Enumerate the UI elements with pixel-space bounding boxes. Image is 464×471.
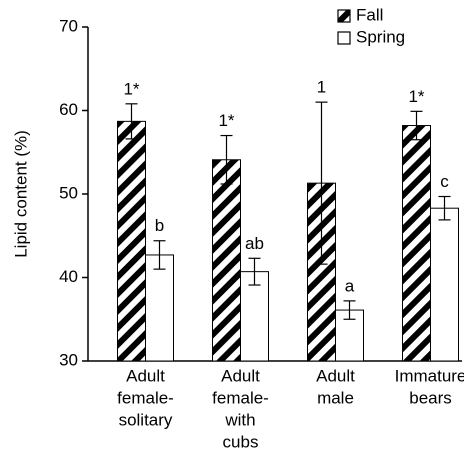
error-bar <box>438 195 451 221</box>
x-tick-label: Immature <box>395 366 464 385</box>
annotation: c <box>440 172 449 191</box>
annotation: b <box>155 216 164 235</box>
error-bar <box>125 103 138 140</box>
bar <box>240 271 269 362</box>
x-tick-label: bears <box>409 388 452 407</box>
annotation: ab <box>245 234 264 253</box>
bar <box>430 207 459 362</box>
x-tick-label: solitary <box>119 410 173 429</box>
annotation: 1 <box>317 78 326 97</box>
y-tick-label: 60 <box>59 100 78 119</box>
legend-label: Fall <box>356 5 383 24</box>
error-bar <box>410 110 423 141</box>
annotation: a <box>345 276 355 295</box>
x-tick-label: with <box>224 410 255 429</box>
error-bar <box>220 134 233 185</box>
y-tick-label: 30 <box>59 350 78 369</box>
legend-swatch <box>337 31 351 45</box>
annotation: 1* <box>123 79 139 98</box>
y-tick-label: 50 <box>59 183 78 202</box>
y-tick-label: 40 <box>59 267 78 286</box>
bar <box>335 309 364 362</box>
y-tick-label: 70 <box>59 16 78 35</box>
x-tick-label: female- <box>117 388 174 407</box>
bar <box>402 125 431 362</box>
x-tick-label: cubs <box>223 432 259 451</box>
error-bar <box>315 101 328 265</box>
legend-swatch <box>337 9 351 23</box>
annotation: 1* <box>218 111 234 130</box>
x-tick-label: female- <box>212 388 269 407</box>
bar <box>212 159 241 362</box>
x-tick-label: Adult <box>316 366 355 385</box>
y-axis-label: Lipid content (%) <box>11 130 30 258</box>
error-bar <box>153 240 166 270</box>
error-bar <box>248 257 261 286</box>
bar <box>145 254 174 362</box>
error-bar <box>343 300 356 320</box>
x-tick-label: Adult <box>126 366 165 385</box>
annotation: 1* <box>408 87 424 106</box>
legend-label: Spring <box>356 27 405 46</box>
bar <box>117 120 146 362</box>
x-tick-label: Adult <box>221 366 260 385</box>
x-tick-label: male <box>317 388 354 407</box>
